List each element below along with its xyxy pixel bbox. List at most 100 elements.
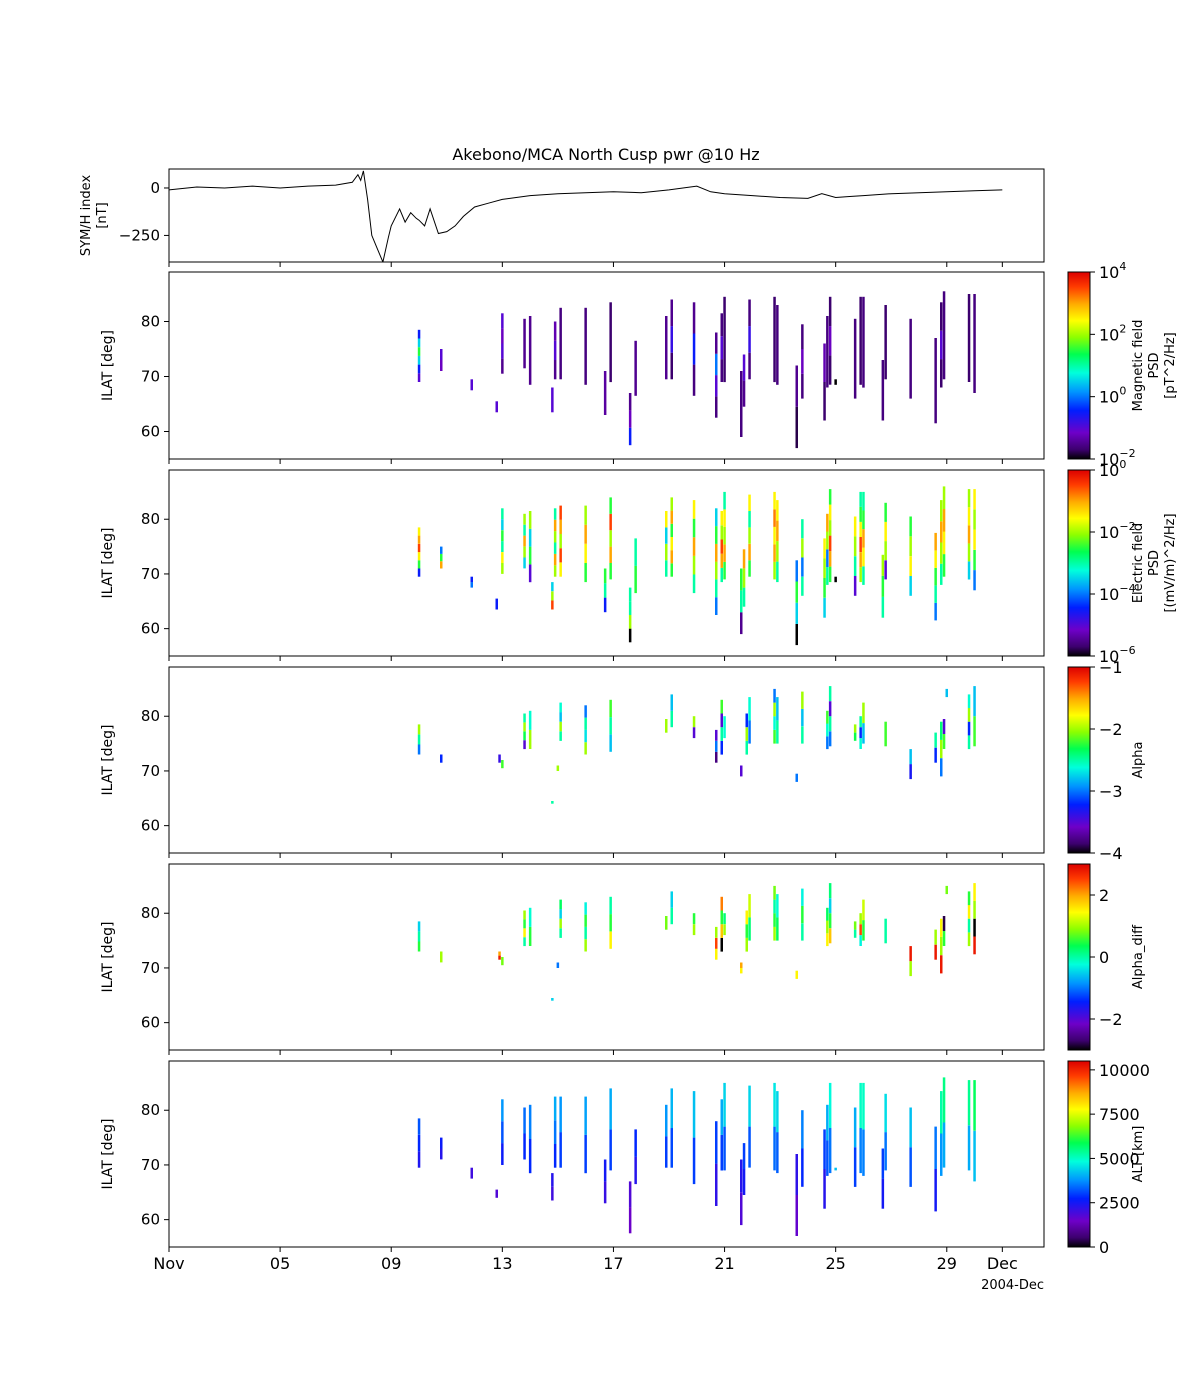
- heatmap-cell: [773, 913, 776, 927]
- heatmap-cell: [773, 926, 776, 941]
- heatmap-cell: [501, 328, 504, 344]
- heatmap-cell: [942, 719, 946, 734]
- heatmap-cell: [748, 352, 751, 380]
- heatmap-cell: [773, 729, 776, 744]
- heatmap-cell: [603, 1181, 607, 1204]
- heatmap-cell: [740, 568, 743, 591]
- heatmap-cell: [634, 340, 637, 396]
- heatmap-cell: [826, 710, 829, 724]
- xtick-label: 13: [492, 1254, 512, 1273]
- heatmap-cell: [940, 955, 943, 974]
- heatmap-cell: [692, 1091, 696, 1138]
- heatmap-cell: [692, 333, 696, 365]
- axes-frame: [168, 863, 1045, 1051]
- heatmap-cell: [715, 1121, 718, 1164]
- heatmap-cell: [417, 1151, 421, 1168]
- colorbar-tick-exponent: 0: [1119, 458, 1126, 471]
- heatmap-cell: [417, 527, 421, 536]
- heatmap-cell: [559, 1132, 562, 1168]
- heatmap-cell: [584, 543, 587, 563]
- heatmap-cell: [909, 1107, 912, 1148]
- heatmap-cell: [609, 896, 612, 915]
- heatmap-cell: [853, 318, 857, 399]
- heatmap-cell: [942, 554, 946, 577]
- heatmap-cell: [501, 313, 504, 329]
- heatmap-cell: [720, 336, 723, 360]
- heatmap-cell: [440, 360, 443, 371]
- heatmap-cell: [748, 326, 751, 353]
- heatmap-cell: [417, 364, 421, 374]
- heatmap-cell: [720, 359, 723, 382]
- heatmap-cell: [551, 600, 554, 610]
- heatmap-cell: [740, 765, 743, 777]
- heatmap-cell: [584, 563, 587, 583]
- heatmap-cell: [826, 723, 829, 737]
- heatmap-cell: [720, 924, 723, 938]
- heatmap-cell: [720, 740, 723, 755]
- axes-frame: [168, 168, 1045, 263]
- heatmap-cell: [470, 379, 473, 391]
- heatmap-cell: [945, 885, 948, 895]
- heatmap-cell: [670, 497, 673, 511]
- heatmap-cell: [417, 355, 421, 365]
- heatmap-cell: [776, 561, 779, 583]
- heatmap-cell: [559, 534, 562, 549]
- heatmap-cell: [909, 946, 912, 962]
- heatmap-cell: [748, 543, 751, 561]
- heatmap-cell: [834, 1167, 837, 1171]
- heatmap-cell: [859, 716, 862, 728]
- y-axis-label: ILAT [deg]: [100, 330, 116, 401]
- heatmap-cell: [665, 316, 668, 380]
- y-axis-label-line: [nT]: [95, 202, 110, 228]
- heatmap-cell: [881, 1178, 885, 1209]
- colorbar-label-line: Alpha_diff: [1131, 924, 1146, 989]
- y-axis-label: ILAT [deg]: [100, 921, 116, 992]
- heatmap-cell: [828, 504, 832, 521]
- heatmap-cell: [720, 713, 723, 728]
- axes-frame: [168, 271, 1045, 460]
- heatmap-cell: [773, 561, 776, 580]
- heatmap-cell: [795, 773, 798, 782]
- heatmap-cell: [559, 1096, 562, 1133]
- heatmap-cell: [973, 936, 976, 955]
- heatmap-cell: [967, 561, 971, 580]
- heatmap-cell: [501, 508, 504, 520]
- colorbar-tick-base: 10: [1099, 585, 1119, 604]
- colorbar-label: ALT [km]: [1131, 1126, 1146, 1183]
- heatmap-cell: [748, 1085, 751, 1127]
- heatmap-cell: [828, 716, 832, 732]
- heatmap-cell: [940, 936, 943, 956]
- heatmap-cell: [556, 765, 560, 771]
- heatmap-cell: [826, 933, 829, 947]
- heatmap-cell: [909, 961, 912, 977]
- colorbar-tick-label: 10−4: [1099, 582, 1136, 604]
- colorbar-tick-exponent: −2: [1119, 447, 1135, 460]
- heatmap-cell: [470, 1167, 473, 1179]
- heatmap-cell: [801, 538, 804, 558]
- heatmap-cell: [692, 537, 696, 556]
- colorbar-tick-label: −3: [1099, 782, 1123, 801]
- heatmap-cell: [440, 1137, 443, 1149]
- heatmap-cell: [501, 957, 504, 966]
- heatmap-cell: [715, 332, 718, 354]
- ytick-label: 80: [141, 313, 160, 331]
- colorbar-label: Magnetic fieldPSD[pT^2/Hz]: [1131, 320, 1178, 412]
- heatmap-cell: [826, 531, 829, 550]
- heatmap-cell: [745, 937, 748, 952]
- heatmap-cell: [665, 527, 668, 544]
- heatmap-cell: [559, 928, 562, 938]
- heatmap-cell: [748, 511, 751, 528]
- heatmap-cell: [745, 924, 748, 938]
- heatmap-cell: [940, 1091, 943, 1134]
- heatmap-cell: [670, 1128, 673, 1168]
- y-axis-label: ILAT [deg]: [100, 527, 116, 598]
- colorbar: 2 0 −2 Alpha_diff: [1067, 863, 1146, 1051]
- heatmap-cell: [417, 1134, 421, 1152]
- heatmap-cell: [609, 914, 612, 932]
- heatmap-cell: [715, 396, 718, 418]
- heatmap-cell: [584, 914, 587, 927]
- heatmap-cell: [523, 1107, 526, 1134]
- heatmap-cell: [528, 528, 532, 547]
- colorbar-tick-label: −2: [1099, 1010, 1123, 1029]
- heatmap-cell: [862, 920, 865, 941]
